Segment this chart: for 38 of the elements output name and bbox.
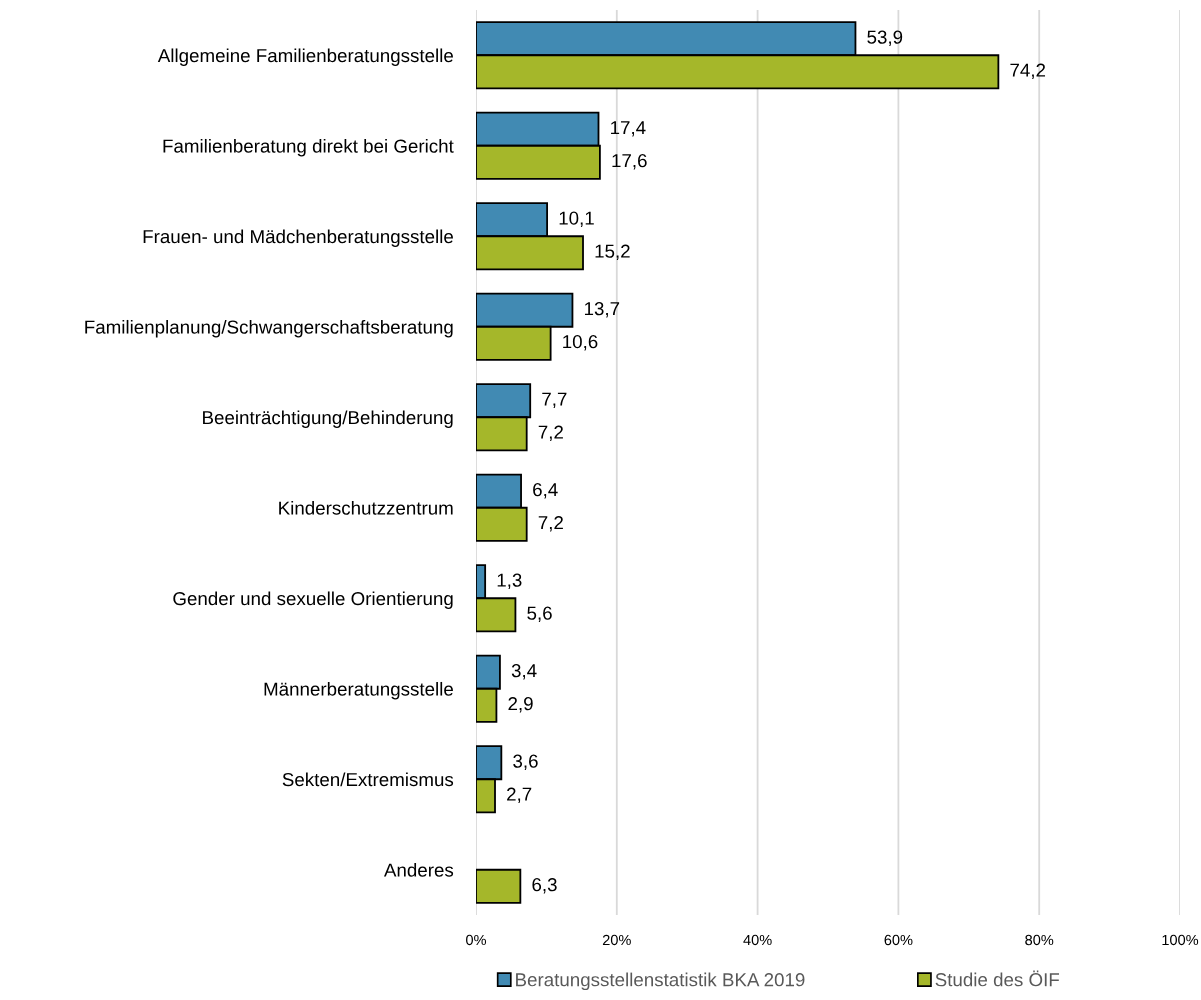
y-tick-label: Männerberatungsstelle [264,681,453,700]
y-tick-label: Familienberatung direkt bei Gericht [163,138,454,157]
x-tick-label: 20% [602,934,631,946]
x-tick-label: 60% [884,934,913,946]
x-tick-label: 0% [466,934,487,946]
data-label: 6,4 [533,482,558,499]
data-label: 53,9 [867,30,903,46]
data-label: 5,6 [527,606,552,623]
data-label: 15,2 [595,244,630,261]
data-label: 17,6 [612,154,647,170]
y-tick-label: Gender und sexuelle Orientierung [173,591,453,609]
data-label: 6,3 [532,878,557,894]
x-tick-label: 80% [1025,934,1054,946]
y-tick-label: Familienplanung/Schwangerschaftsberatung [85,319,453,338]
legend-label: Studie des ÖIF [935,970,1060,987]
data-label: 2,7 [507,787,532,804]
y-tick-label: Beeinträchtigung/Behinderung [203,410,453,428]
data-label: 3,6 [513,754,538,770]
y-tick-label: Anderes [383,862,454,877]
data-label: 13,7 [584,301,620,318]
x-tick-label: 40% [743,934,772,946]
data-label: 7,2 [538,516,563,532]
data-label: 2,9 [508,697,533,713]
y-tick-label: Kinderschutzzentrum [279,500,453,515]
data-label: 10,1 [559,211,594,227]
y-tick-label: Frauen- und Mädchenberatungsstelle [143,229,453,247]
data-label: 10,6 [563,335,598,351]
y-tick-label: Sekten/Extremismus [282,772,454,787]
data-label: 1,3 [497,573,522,589]
data-label: 17,4 [611,121,646,137]
legend-label: Beratungsstellenstatistik BKA 2019 [516,972,805,991]
data-label: 74,2 [1010,63,1046,80]
data-label: 3,4 [511,663,537,680]
bar [476,868,522,904]
data-label: 7,7 [542,392,567,408]
data-label: 7,2 [538,425,563,442]
y-tick-label: Allgemeine Familienberatungsstelle [157,48,453,66]
x-tick-label: 100% [1162,934,1199,946]
